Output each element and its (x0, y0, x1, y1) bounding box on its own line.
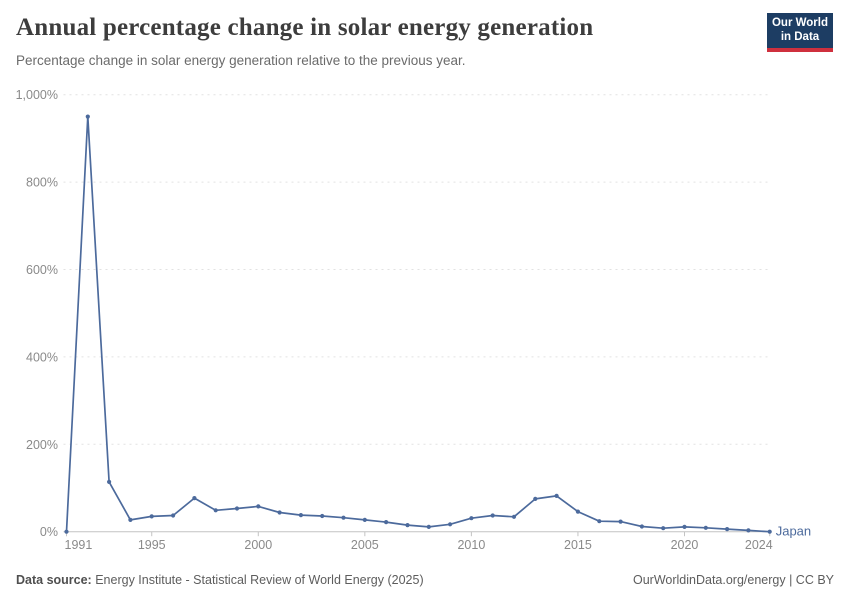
data-point (533, 496, 538, 501)
data-point (618, 519, 623, 524)
data-point (469, 516, 474, 521)
y-tick-label: 600% (26, 263, 58, 277)
data-point (661, 526, 666, 531)
data-point (703, 525, 708, 530)
data-point (341, 515, 346, 520)
data-point (448, 522, 453, 527)
line-chart: 0% 200% 400% 600% 800% 1,000% 1991 1995 2000 2005… (16, 88, 812, 552)
data-point (405, 523, 410, 528)
owid-logo-line2: in Data (780, 31, 820, 43)
data-point (639, 524, 645, 529)
data-point (107, 479, 112, 484)
chart-footer: Data source: Energy Institute - Statisti… (16, 573, 834, 587)
data-point (171, 513, 176, 518)
data-point (192, 496, 197, 501)
data-point (234, 506, 240, 511)
y-tick-label: 1,000% (16, 88, 58, 102)
footer-datasource: Data source: Energy Institute - Statisti… (16, 573, 424, 587)
series-label-japan: Japan (776, 524, 811, 539)
data-point (320, 513, 325, 519)
x-tick-label: 2015 (564, 538, 592, 552)
y-tick-label: 400% (26, 350, 58, 364)
data-point (213, 508, 218, 513)
data-point (511, 514, 517, 519)
data-point (597, 519, 602, 524)
data-point (575, 509, 581, 514)
owid-logo: Our World in Data (767, 13, 833, 52)
data-point (149, 514, 154, 519)
data-point (682, 524, 687, 529)
data-point (490, 513, 495, 518)
data-point (277, 510, 282, 515)
y-tick-label: 200% (26, 438, 58, 452)
datasource-text: Energy Institute - Statistical Review of… (95, 573, 424, 587)
data-point (426, 524, 431, 529)
page-subtitle: Percentage change in solar energy genera… (16, 53, 466, 68)
data-point (128, 517, 133, 522)
data-point (384, 520, 389, 525)
datasource-label: Data source: (16, 573, 92, 587)
data-point (85, 114, 90, 119)
x-tick-label: 2000 (244, 538, 272, 552)
x-tick-label: 1991 (65, 538, 93, 552)
owid-logo-line1: Our World (771, 17, 828, 29)
data-point (64, 529, 69, 534)
x-tick-label: 2020 (671, 538, 699, 552)
page-title: Annual percentage change in solar energy… (16, 14, 594, 41)
x-tick-label: 2010 (457, 538, 485, 552)
y-tick-label: 0% (40, 525, 58, 539)
data-point (554, 493, 559, 498)
data-point (256, 504, 261, 509)
footer-credit: OurWorldinData.org/energy | CC BY (632, 573, 834, 587)
y-tick-label: 800% (26, 176, 58, 190)
x-tick-label: 2005 (351, 538, 379, 552)
data-point (725, 527, 730, 532)
data-point (767, 529, 772, 534)
x-tick-label: 2024 (745, 538, 773, 552)
data-point (746, 528, 751, 533)
x-tick-label: 1995 (138, 538, 166, 552)
data-point (298, 513, 303, 518)
data-point (362, 517, 367, 522)
series-line-japan (65, 115, 771, 533)
